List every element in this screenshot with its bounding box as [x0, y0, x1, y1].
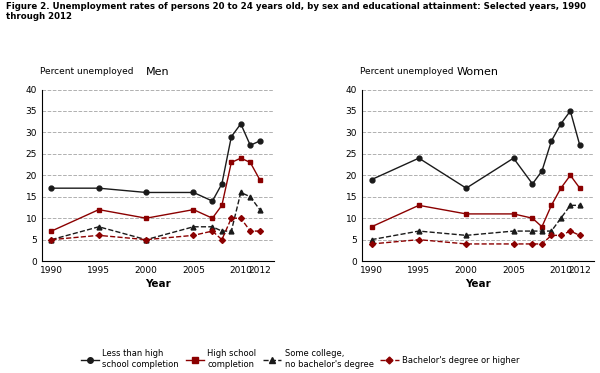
X-axis label: Year: Year — [145, 279, 171, 289]
Text: Percent unemployed: Percent unemployed — [360, 67, 453, 76]
X-axis label: Year: Year — [465, 279, 491, 289]
Text: Women: Women — [457, 67, 499, 77]
Legend: Less than high
school completion, High school
completion, Some college,
no bache: Less than high school completion, High s… — [80, 350, 520, 369]
Text: Figure 2. Unemployment rates of persons 20 to 24 years old, by sex and education: Figure 2. Unemployment rates of persons … — [6, 2, 586, 21]
Text: Percent unemployed: Percent unemployed — [40, 67, 133, 76]
Text: Men: Men — [146, 67, 170, 77]
